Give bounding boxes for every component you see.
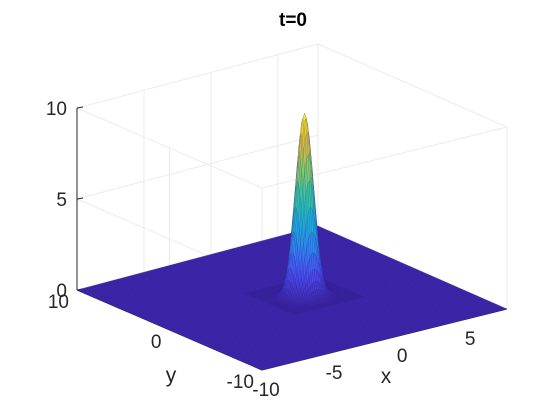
mesh-line xyxy=(301,230,491,314)
grid-line xyxy=(317,43,508,128)
grid-line xyxy=(76,134,319,200)
surface-patch xyxy=(348,290,353,293)
mesh-line xyxy=(289,233,479,317)
z-tick-label: 10 xyxy=(46,99,67,120)
surface-patch xyxy=(336,285,341,287)
surface-patch xyxy=(330,282,334,285)
mesh-line xyxy=(317,225,508,310)
surface-patch xyxy=(333,284,338,286)
grid-line xyxy=(76,43,319,109)
mesh-line xyxy=(80,227,322,292)
x-axis-label: x xyxy=(381,365,392,388)
surface-patch xyxy=(352,292,356,294)
x-tick-label: 5 xyxy=(465,329,476,350)
surface-patch xyxy=(350,291,355,294)
mesh-line xyxy=(293,232,483,316)
surface-patch xyxy=(338,286,343,288)
surface-patch xyxy=(331,283,336,285)
mesh-line xyxy=(76,225,319,291)
surface-patch xyxy=(343,288,348,291)
z-tick-mark xyxy=(76,197,84,200)
mesh-line xyxy=(83,228,325,293)
surface-patch xyxy=(339,287,344,289)
surface-patch xyxy=(345,289,350,292)
mesh-line xyxy=(86,229,328,295)
z-tick-label: 5 xyxy=(56,190,67,211)
y-tick-label: 10 xyxy=(48,292,69,313)
mesh-line xyxy=(313,226,504,311)
surface-patch xyxy=(354,293,359,295)
surface-patch xyxy=(347,290,352,292)
x-tick-label: -10 xyxy=(252,380,279,401)
surface-patch xyxy=(337,286,342,288)
surface-patch xyxy=(326,281,331,283)
surface-patch xyxy=(325,280,330,283)
surface-patch xyxy=(344,289,349,291)
z-tick-mark xyxy=(76,106,84,109)
surface-patch xyxy=(360,296,365,298)
surface-patch xyxy=(353,293,358,295)
surface-patch xyxy=(334,285,339,287)
mesh-line xyxy=(309,227,499,312)
chart-title: t=0 xyxy=(279,10,307,31)
surface-patch xyxy=(328,282,333,284)
y-tick-label: -10 xyxy=(227,372,254,393)
surface-patch xyxy=(341,287,345,289)
y-axis-label: y xyxy=(166,364,177,387)
y-tick-label: 0 xyxy=(151,332,162,353)
surface-patch xyxy=(342,288,347,290)
mesh-line xyxy=(297,231,487,315)
z-tick-label: 0 xyxy=(56,281,67,302)
grid-line xyxy=(76,107,263,189)
x-tick-label: -5 xyxy=(326,363,343,384)
x-tick-label: 0 xyxy=(397,346,408,367)
surface-patch xyxy=(349,291,354,293)
mesh-line xyxy=(305,228,495,313)
surface-mesh xyxy=(76,112,508,371)
